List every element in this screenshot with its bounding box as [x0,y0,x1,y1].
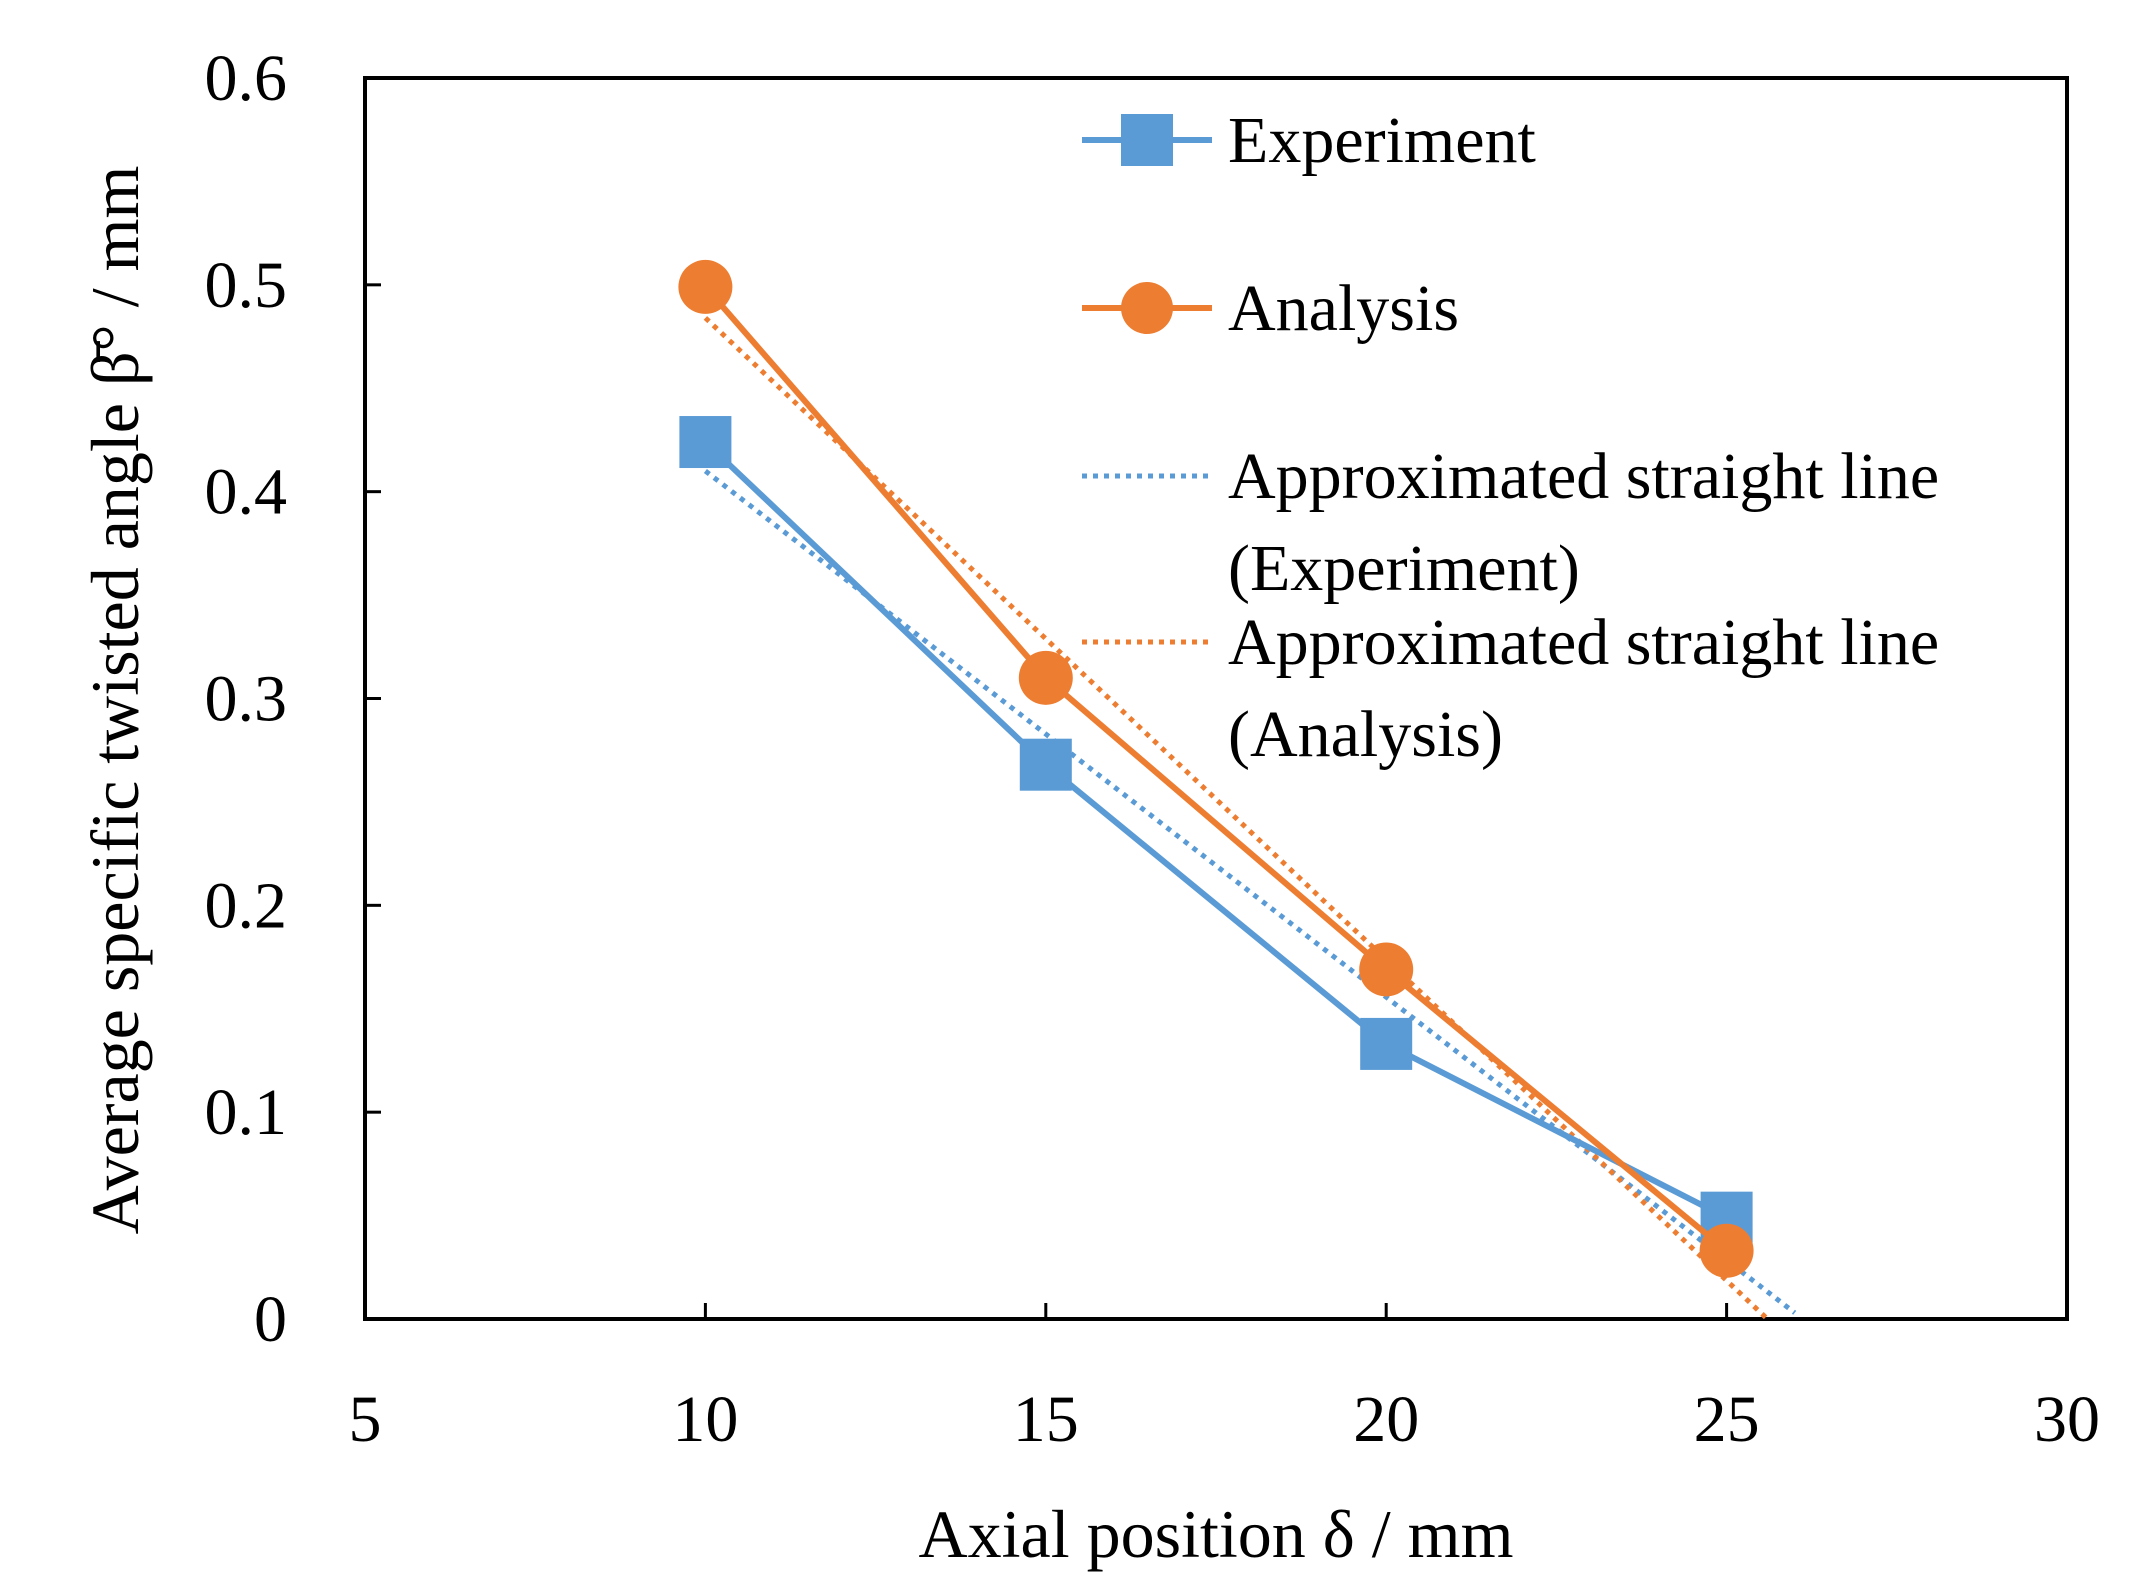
x-tick-label: 30 [2034,1383,2100,1456]
data-point [1699,1223,1754,1278]
data-point [1359,942,1414,997]
x-tick-label: 25 [1694,1383,1760,1456]
legend-marker [1121,114,1173,166]
legend-marker [1121,282,1173,334]
x-tick-label: 5 [349,1383,382,1456]
data-point [1018,650,1073,705]
data-point [679,416,732,469]
y-axis-title: Average specific twisted angle β̄° / mm [77,166,153,1235]
series-line [703,284,1729,1254]
legend-label: Approximated straight line [1228,440,1939,513]
x-tick-label: 20 [1353,1383,1419,1456]
y-tick-label: 0.5 [205,249,288,322]
series-line [703,439,1728,1221]
legend: Experiment Analysis Approximated straight … [1082,104,1939,771]
data-point [678,259,733,314]
y-tick-label: 0.2 [205,869,288,942]
y-tick-label: 0.3 [205,663,288,736]
x-tick-label: 15 [1013,1383,1079,1456]
x-axis-title: Axial position δ / mm [919,1496,1514,1572]
data-point [1019,738,1072,791]
y-tick-label: 0.6 [205,42,288,115]
legend-label: (Experiment) [1228,532,1580,605]
series-line [703,316,1770,1321]
y-tick-label: 0.4 [205,456,288,529]
data-point [1360,1017,1413,1070]
legend-label: (Analysis) [1228,698,1503,771]
y-tick-label: 0.1 [205,1076,288,1149]
x-tick-label: 10 [672,1383,738,1456]
legend-label: Experiment [1228,104,1536,177]
x-axis-ticks: 5 10 15 20 25 30 [349,1303,2100,1456]
legend-label: Analysis [1228,272,1459,345]
y-tick-label: 0 [254,1283,287,1356]
y-axis-ticks: 0 0.1 0.2 0.3 0.4 0.5 0.6 [205,42,381,1356]
series-layer [678,259,1797,1321]
legend-label: Approximated straight line [1228,606,1939,679]
plot-frame [363,76,2069,1321]
